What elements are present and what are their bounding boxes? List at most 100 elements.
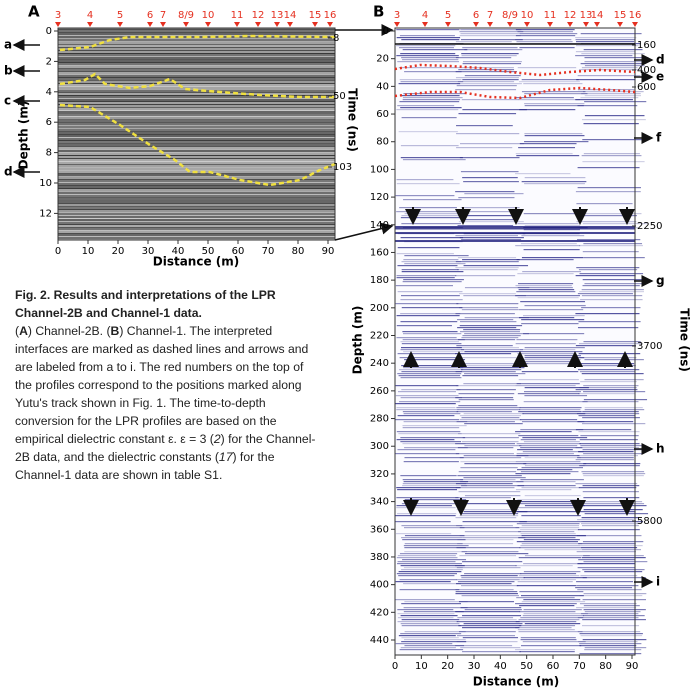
texture (460, 575, 518, 577)
texture (515, 39, 572, 41)
texture (517, 297, 579, 299)
texture (397, 247, 460, 249)
texture (400, 341, 459, 343)
texture (519, 349, 576, 351)
interface-label: d (4, 165, 13, 179)
texture (576, 365, 636, 367)
y-tick-label: 120 (370, 192, 389, 203)
texture (459, 535, 523, 537)
texture (457, 617, 514, 619)
texture (455, 487, 515, 489)
texture (523, 249, 580, 251)
texture (523, 599, 581, 601)
position-label: 12 (252, 10, 265, 21)
y-tick-label: 20 (376, 54, 389, 65)
texture (524, 305, 586, 307)
texture (455, 483, 513, 485)
texture (582, 541, 644, 543)
texture (402, 159, 466, 161)
texture (401, 117, 457, 119)
texture (524, 387, 589, 389)
texture (403, 413, 461, 415)
texture (461, 53, 519, 55)
texture (521, 601, 586, 603)
texture (404, 535, 465, 537)
texture (58, 81, 335, 83)
texture (518, 537, 576, 539)
texture (576, 413, 640, 415)
texture (403, 481, 469, 483)
texture (521, 467, 584, 469)
texture (583, 497, 640, 499)
texture (578, 353, 641, 355)
texture (399, 579, 457, 581)
texture (577, 563, 636, 565)
texture (455, 517, 517, 519)
position-label: 15 (614, 10, 627, 21)
texture (579, 291, 644, 293)
texture (58, 123, 335, 125)
texture (403, 421, 468, 423)
texture (517, 223, 579, 225)
texture (396, 275, 457, 277)
y-tick-label: 280 (370, 414, 389, 425)
texture (58, 150, 335, 152)
texture (577, 293, 633, 295)
interface-label: c (4, 94, 11, 108)
texture (515, 603, 577, 605)
texture (576, 45, 639, 47)
texture (578, 641, 638, 643)
texture (400, 237, 463, 239)
texture (577, 567, 636, 569)
texture (399, 553, 458, 555)
texture (58, 209, 335, 210)
texture (459, 619, 517, 621)
texture (576, 41, 635, 43)
texture (461, 239, 522, 241)
texture (58, 225, 335, 227)
texture (58, 102, 335, 104)
texture (464, 49, 523, 51)
time-label: 5800 (637, 516, 662, 527)
texture (524, 555, 590, 557)
texture (580, 63, 644, 65)
texture (579, 357, 637, 359)
texture (580, 575, 638, 577)
caption-text: ) for the Channel-1 data are shown in ta… (15, 450, 275, 482)
texture (582, 279, 645, 281)
texture (58, 144, 335, 146)
texture (58, 185, 335, 186)
texture (518, 411, 582, 413)
texture (515, 245, 581, 247)
interface-label: b (4, 64, 13, 78)
texture (396, 337, 457, 339)
texture (58, 53, 335, 54)
texture (516, 597, 575, 599)
texture (459, 367, 525, 369)
texture (516, 503, 573, 505)
texture (524, 457, 581, 459)
texture (519, 591, 584, 593)
texture (520, 243, 577, 245)
texture (458, 601, 515, 603)
texture (515, 431, 572, 433)
texture (456, 345, 513, 347)
texture (582, 251, 639, 253)
caption-text: B (110, 324, 120, 338)
texture (400, 437, 466, 439)
texture (518, 99, 580, 101)
texture (583, 243, 643, 245)
texture (580, 97, 639, 99)
texture (58, 56, 335, 57)
texture (404, 447, 468, 449)
frame-b (394, 27, 636, 656)
texture (463, 413, 524, 415)
texture (400, 377, 462, 379)
texture (516, 585, 576, 587)
connectors (334, 24, 635, 241)
texture (58, 68, 335, 69)
texture (521, 421, 585, 423)
texture (402, 479, 464, 481)
texture (578, 487, 637, 489)
